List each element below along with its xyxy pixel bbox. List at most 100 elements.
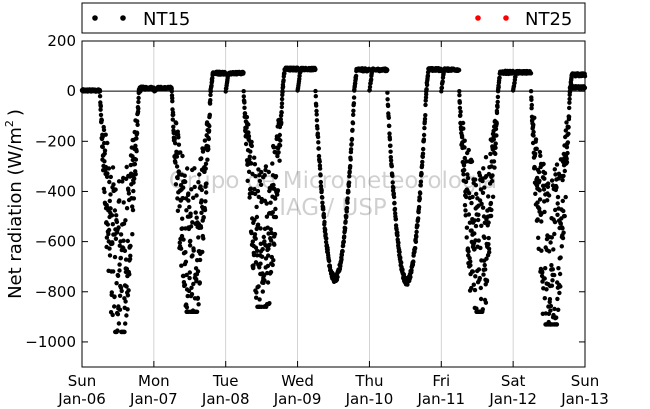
data-point-nt15 — [208, 98, 213, 103]
data-point-nt15 — [493, 151, 498, 156]
data-point-nt15 — [350, 127, 355, 133]
data-point-nt15 — [398, 255, 403, 260]
data-point-nt15 — [202, 138, 208, 143]
data-point-nt15 — [265, 263, 271, 269]
data-point-nt15 — [315, 131, 320, 136]
data-point-nt15 — [463, 179, 469, 184]
data-point-nt15 — [529, 102, 534, 108]
data-point-nt15 — [273, 196, 278, 201]
data-point-nt15 — [536, 169, 542, 175]
data-point-nt15 — [421, 146, 426, 152]
data-point-nt15 — [119, 288, 124, 294]
data-point-nt15 — [341, 239, 346, 244]
data-point-nt15 — [538, 153, 543, 158]
data-point-nt15 — [123, 299, 128, 304]
data-point-nt15 — [562, 213, 567, 219]
data-point-nt15 — [279, 120, 284, 125]
data-point-nt15 — [420, 159, 425, 165]
data-point-nt15 — [263, 167, 268, 173]
data-point-nt15 — [246, 122, 251, 127]
data-point-nt15 — [253, 191, 258, 197]
data-point-nt15 — [468, 263, 473, 268]
data-point-nt15 — [542, 176, 547, 181]
data-point-nt15 — [390, 173, 395, 178]
data-point-nt15 — [463, 208, 468, 213]
data-point-nt15 — [533, 191, 538, 196]
data-point-nt15 — [99, 118, 105, 123]
data-point-nt15 — [416, 204, 422, 210]
data-point-nt15 — [121, 200, 126, 205]
data-point-nt15 — [562, 168, 567, 174]
data-point-nt15 — [548, 303, 554, 309]
data-point-nt15 — [483, 300, 489, 305]
data-point-nt15 — [244, 125, 249, 130]
data-point-nt15 — [203, 166, 208, 171]
data-point-nt15 — [186, 288, 192, 294]
data-point-nt15 — [242, 105, 247, 111]
data-point-nt15 — [478, 285, 483, 291]
x-tick-label-day: Sun — [68, 372, 97, 390]
data-point-nt15 — [259, 169, 264, 175]
data-point-nt15 — [339, 252, 345, 258]
data-point-nt15 — [318, 173, 323, 178]
data-point-nt15 — [528, 71, 534, 76]
data-point-nt15 — [262, 173, 267, 178]
data-point-nt15 — [116, 179, 122, 184]
data-point-nt15 — [537, 197, 543, 202]
data-point-nt15 — [136, 106, 141, 111]
data-point-nt15 — [135, 119, 140, 124]
data-point-nt15 — [189, 292, 195, 297]
data-point-nt15 — [480, 205, 486, 210]
data-point-nt15 — [273, 206, 278, 212]
data-point-nt15 — [323, 231, 328, 237]
data-point-nt15 — [472, 231, 477, 236]
data-point-nt15 — [533, 151, 538, 156]
data-point-nt15 — [127, 272, 132, 277]
data-point-nt15 — [561, 173, 566, 179]
data-point-nt15 — [104, 235, 110, 240]
data-point-nt15 — [118, 232, 124, 237]
data-point-nt15 — [317, 159, 322, 164]
data-point-nt15 — [195, 269, 201, 274]
data-point-nt15 — [413, 246, 418, 251]
data-point-nt15 — [531, 129, 536, 135]
data-point-nt15 — [249, 161, 254, 166]
data-point-nt15 — [549, 283, 555, 288]
data-point-nt15 — [457, 105, 463, 111]
legend-label-nt15: NT15 — [143, 9, 190, 30]
data-point-nt15 — [549, 263, 554, 268]
data-point-nt15 — [267, 242, 272, 247]
data-point-nt15 — [553, 172, 558, 177]
data-point-nt15 — [494, 133, 499, 138]
data-point-nt15 — [278, 117, 283, 122]
data-point-nt15 — [539, 219, 544, 224]
y-tick-label: −600 — [35, 233, 76, 251]
data-point-nt15 — [386, 115, 391, 121]
legend-marker-nt15-a — [92, 15, 98, 21]
data-point-nt15 — [348, 157, 353, 162]
data-point-nt15 — [440, 79, 445, 84]
data-point-nt15 — [542, 209, 547, 215]
data-point-nt15 — [539, 248, 544, 253]
data-point-nt15 — [313, 94, 318, 99]
data-point-nt15 — [174, 154, 180, 159]
data-point-nt15 — [117, 268, 122, 273]
data-point-nt15 — [117, 293, 123, 298]
data-point-nt15 — [197, 172, 202, 177]
data-point-nt15 — [258, 261, 263, 266]
data-point-nt15 — [207, 123, 212, 129]
data-point-nt15 — [543, 266, 548, 271]
data-point-nt15 — [566, 124, 571, 130]
data-point-nt15 — [323, 227, 328, 232]
data-point-nt15 — [187, 270, 192, 275]
data-point-nt15 — [552, 272, 557, 278]
data-point-nt15 — [423, 113, 428, 118]
data-point-nt15 — [101, 127, 107, 133]
data-point-nt15 — [268, 227, 273, 232]
data-point-nt15 — [388, 143, 393, 148]
data-point-nt15 — [542, 276, 547, 281]
data-point-nt15 — [259, 254, 265, 259]
data-point-nt15 — [484, 256, 489, 261]
data-point-nt15 — [537, 188, 542, 193]
data-point-nt15 — [135, 122, 140, 128]
